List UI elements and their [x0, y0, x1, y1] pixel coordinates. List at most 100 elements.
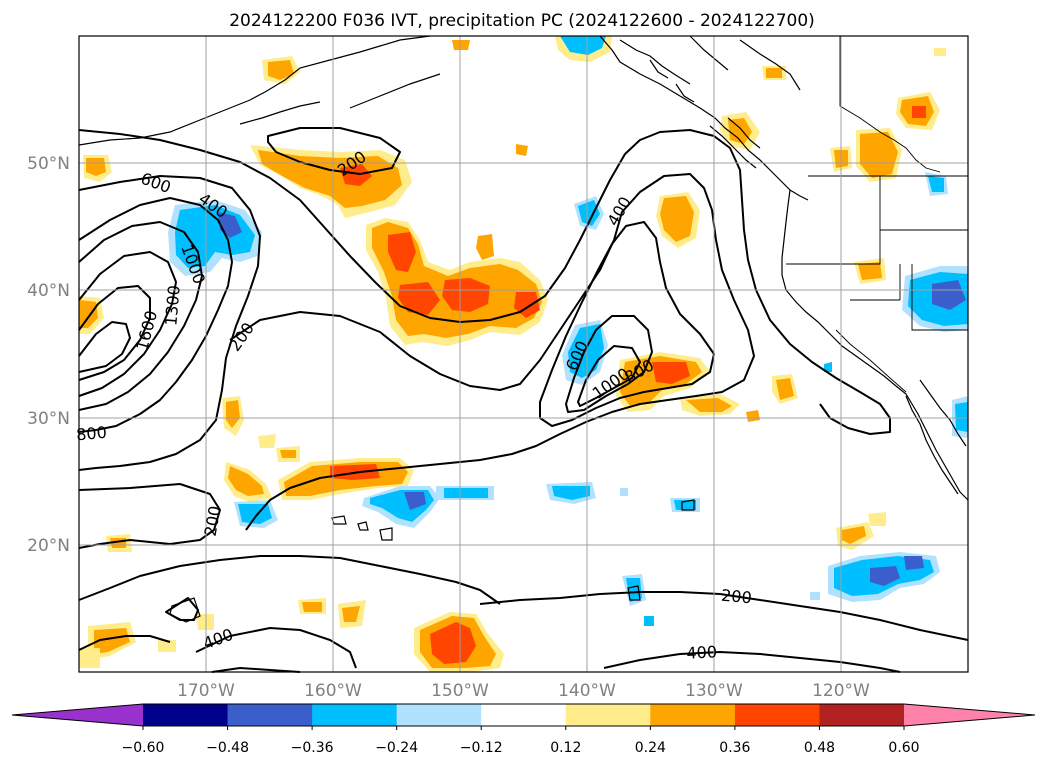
precip-blob [158, 640, 176, 652]
ivt-contours [78, 127, 969, 673]
precip-blob [858, 262, 882, 280]
colorbar-extend-low [12, 704, 143, 726]
precip-blob [560, 36, 606, 55]
lat-label: 20°N [27, 536, 70, 556]
precip-blob [258, 434, 276, 448]
precipitation-shading [79, 36, 968, 672]
precip-blob [870, 566, 900, 586]
longitude-labels: 170°W 160°W 150°W 140°W 130°W 120°W [177, 681, 870, 701]
lon-label: 150°W [431, 681, 489, 701]
precip-blob [79, 648, 100, 668]
ivt-contour [78, 221, 203, 411]
colorbar-segments [12, 704, 1035, 726]
bc-islands [649, 59, 761, 169]
ivt-contour [78, 321, 131, 373]
colorbar-tick-label: 0.60 [888, 740, 919, 756]
baja-coast [905, 379, 967, 495]
precip-blob [79, 300, 98, 328]
canada-us-border [808, 36, 968, 177]
colorbar-tick-label: −0.60 [122, 740, 165, 756]
precip-blob [842, 526, 866, 544]
colorbar-tick-label: 0.36 [719, 740, 750, 756]
ivt-contour [479, 591, 969, 641]
precip-blob [94, 628, 130, 654]
precip-blob [228, 466, 264, 496]
precip-blob [258, 150, 402, 208]
precip-blob [268, 60, 294, 80]
colorbar-segment [481, 704, 567, 726]
colorbar-extend-high [904, 704, 1035, 726]
contour-label: 200 [720, 586, 752, 608]
latitude-labels: 50°N 40°N 30°N 20°N [27, 154, 70, 556]
figure-title: 2024122200 F036 IVT, precipitation PC (2… [229, 11, 815, 31]
lat-label: 50°N [27, 154, 70, 174]
ivt-contour [78, 197, 233, 433]
ivt-contour [78, 483, 221, 549]
precip-blob [388, 232, 416, 272]
precip-blob [904, 556, 924, 570]
us-west-coast [781, 189, 969, 501]
precip-blob [912, 106, 926, 118]
lon-label: 170°W [177, 681, 235, 701]
ivt-contour [603, 651, 901, 673]
contour-label: 800 [75, 423, 107, 445]
colorbar-tick-label: −0.12 [460, 740, 503, 756]
precip-blob [196, 614, 214, 630]
colorbar-segment [396, 704, 482, 726]
ivt-contour [565, 315, 653, 413]
colorbar-segment [143, 704, 229, 726]
ivt-contour [195, 627, 357, 669]
precip-blob [776, 378, 794, 400]
precip-blob [824, 362, 832, 372]
ivt-contour [165, 597, 199, 621]
lat-label: 40°N [27, 281, 70, 301]
precip-blob [340, 164, 372, 186]
coastlines [78, 35, 969, 623]
colorbar-segment [312, 704, 398, 726]
precip-blob [516, 144, 528, 156]
precip-blob [868, 512, 886, 526]
alaska-coast [78, 35, 809, 201]
ivt-contour [78, 251, 177, 397]
precip-blob [660, 196, 694, 242]
precip-blob [766, 68, 782, 78]
precip-blob [932, 280, 966, 310]
precip-blob [452, 40, 470, 50]
colorbar-segment [227, 704, 313, 726]
precip-blob [644, 616, 654, 626]
precip-blob [620, 488, 628, 496]
colorbar-tick-label: −0.24 [375, 740, 418, 756]
lon-label: 130°W [685, 681, 743, 701]
precip-blob [342, 606, 360, 622]
precip-blob [430, 622, 476, 664]
precip-blob [860, 132, 898, 178]
precip-blob [928, 176, 944, 192]
colorbar-segment [819, 704, 905, 726]
lon-label: 160°W [304, 681, 362, 701]
precip-blob [578, 200, 600, 226]
precip-blob [476, 234, 494, 260]
precip-blob [626, 578, 642, 602]
precip-blob [552, 486, 590, 500]
ivt-contour [539, 221, 715, 427]
state-borders [786, 176, 968, 393]
precip-blob [810, 592, 820, 600]
precip-blob [686, 398, 732, 412]
colorbar-segment [565, 704, 651, 726]
colorbar-segment [734, 704, 820, 726]
colorbar-tick-label: 0.48 [804, 740, 835, 756]
precip-blob [746, 410, 760, 422]
map-panel: 200 600 400 1000 1300 1600 200 800 200 4… [75, 35, 969, 673]
ivt-contour [229, 173, 755, 531]
contour-label: 400 [686, 642, 717, 663]
precip-blob [934, 48, 946, 56]
ivt-contour [78, 175, 261, 471]
ivt-contour [78, 285, 151, 381]
colorbar-tick-label: −0.48 [206, 740, 249, 756]
lat-label: 30°N [27, 409, 70, 429]
colorbar-tick-label: −0.36 [291, 740, 334, 756]
precip-blob [674, 500, 696, 510]
precip-blob [226, 400, 240, 428]
colorbar-segment [650, 704, 736, 726]
